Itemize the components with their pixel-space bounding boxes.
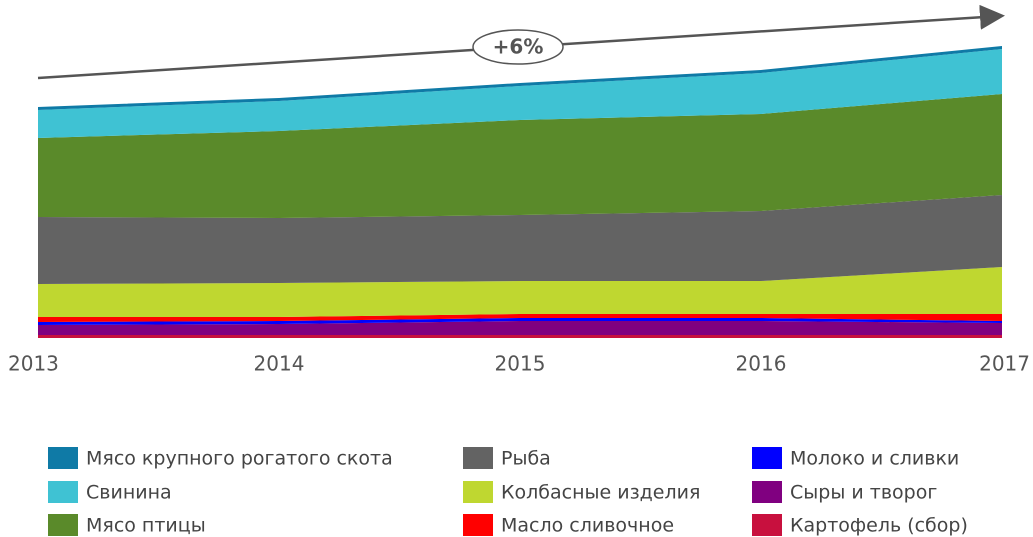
- x-tick-label: 2016: [736, 352, 787, 376]
- area: [38, 335, 1002, 338]
- area: [38, 94, 1002, 218]
- legend-label: Мясо крупного рогатого скота: [86, 448, 393, 470]
- area: [38, 46, 1002, 110]
- plot: [38, 46, 1002, 338]
- legend-swatch: [752, 447, 782, 469]
- legend-swatch: [48, 447, 78, 469]
- legend-swatch: [48, 481, 78, 503]
- area: [38, 321, 1002, 335]
- area: [38, 195, 1002, 284]
- legend-label: Молоко и сливки: [790, 448, 959, 470]
- legend-label: Рыба: [501, 448, 551, 470]
- legend-label: Колбасные изделия: [501, 482, 700, 504]
- area: [38, 49, 1002, 138]
- legend-swatch: [463, 447, 493, 469]
- legend-label: Свинина: [86, 482, 172, 504]
- area: [38, 267, 1002, 317]
- x-tick-label: 2014: [254, 352, 305, 376]
- annotation-bubble: [472, 29, 564, 65]
- x-tick-label: 2015: [495, 352, 546, 376]
- legend-swatch: [752, 481, 782, 503]
- legend-label: Сыры и творог: [790, 482, 937, 504]
- legend-swatch: [463, 514, 493, 536]
- area: [38, 314, 1002, 322]
- legend-swatch: [752, 514, 782, 536]
- area: [38, 318, 1002, 325]
- legend-label: Мясо птицы: [86, 515, 206, 537]
- x-tick-label: 2017: [979, 352, 1030, 376]
- legend-label: Масло сливочное: [501, 515, 674, 537]
- legend-swatch: [48, 514, 78, 536]
- x-tick-label: 2013: [8, 352, 59, 376]
- legend-swatch: [463, 481, 493, 503]
- legend-label: Картофель (сбор): [790, 515, 968, 537]
- annotation: +6%: [493, 35, 544, 59]
